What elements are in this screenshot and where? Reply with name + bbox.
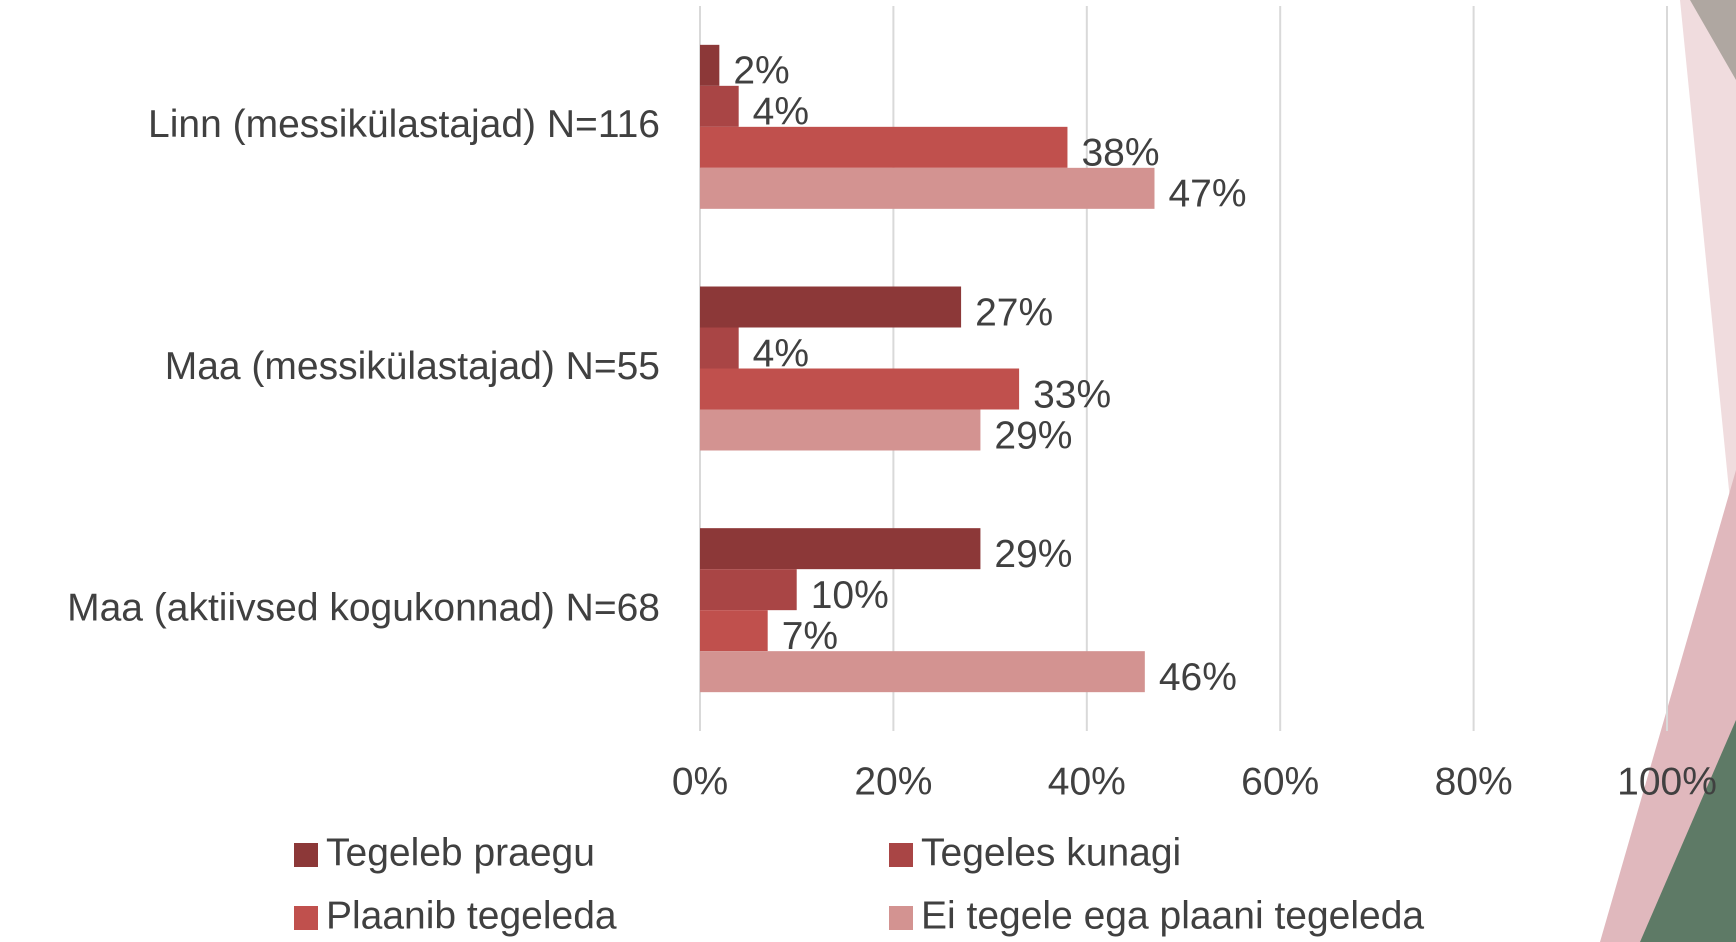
chart: 0% 20% 40% 60% 80% 100% Linn (messikülastajad)… [0, 0, 1736, 942]
y-tick-label: Maa (aktiivsed kogukonnad) N=68 [67, 586, 660, 629]
x-tick-label: 100% [1617, 760, 1717, 803]
legend-label: Tegeleb praegu [326, 831, 595, 874]
bar [700, 569, 797, 610]
y-tick-label: Linn (messikülastajad) N=116 [148, 103, 660, 146]
x-tick-label: 20% [854, 760, 932, 803]
legend-label: Tegeles kunagi [921, 831, 1181, 874]
bar [700, 127, 1067, 168]
bar [700, 528, 980, 569]
data-label: 2% [733, 50, 789, 93]
bar [700, 328, 739, 369]
bar [700, 410, 980, 451]
bar [700, 369, 1019, 410]
x-tick-label: 0% [672, 760, 728, 803]
data-label: 46% [1159, 656, 1237, 699]
legend-swatch [889, 906, 913, 930]
bar [700, 651, 1145, 692]
legend-swatch [294, 906, 318, 930]
legend-label: Ei tegele ega plaani tegeleda [921, 894, 1424, 937]
legend-swatch [889, 843, 913, 867]
x-tick-label: 80% [1435, 760, 1513, 803]
data-label: 47% [1168, 173, 1246, 216]
y-tick-label: Maa (messikülastajad) N=55 [165, 345, 660, 388]
x-tick-label: 60% [1241, 760, 1319, 803]
data-label: 33% [1033, 373, 1111, 416]
data-label: 29% [994, 533, 1072, 576]
legend-label: Plaanib tegeleda [326, 894, 617, 937]
decor [1680, 0, 1736, 560]
data-label: 10% [811, 574, 889, 617]
legend-swatch [294, 843, 318, 867]
bar [700, 610, 768, 651]
bar [700, 45, 719, 86]
data-label: 27% [975, 291, 1053, 334]
bar [700, 287, 961, 328]
x-tick-label: 40% [1048, 760, 1126, 803]
bar [700, 168, 1154, 209]
bar [700, 86, 739, 127]
data-label: 29% [994, 414, 1072, 457]
